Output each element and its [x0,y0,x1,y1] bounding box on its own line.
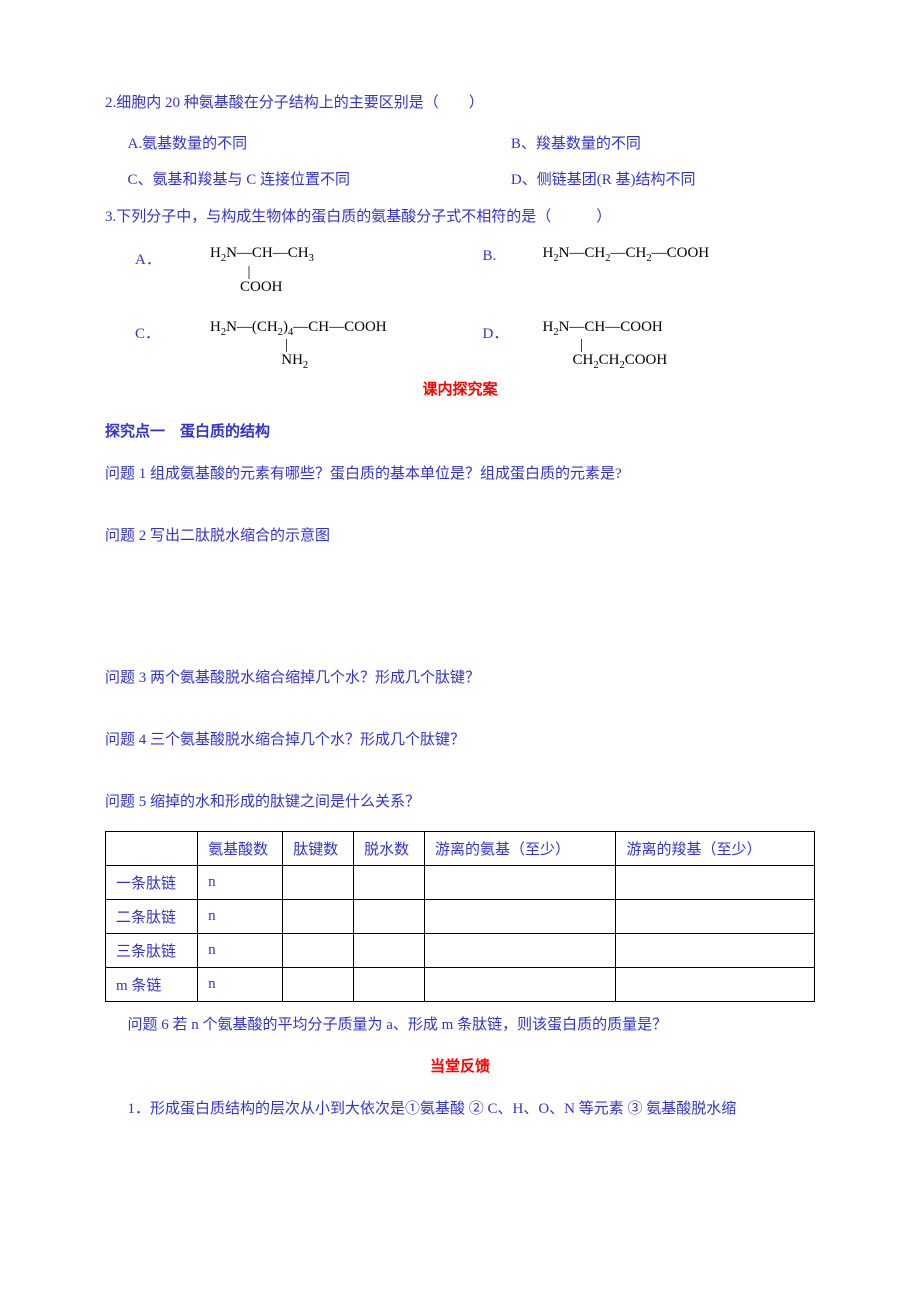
table-row: 三条肽链 n [106,933,815,967]
table-row: 二条肽链 n [106,899,815,933]
table-cell-n: n [198,899,283,933]
table-cell-empty [354,899,425,933]
table-cell-empty [616,967,815,1001]
q2-option-b: B、羧基数量的不同 [511,132,815,153]
spacer [105,707,815,727]
table-cell-empty [425,967,616,1001]
q2-options-row2: C、氨基和羧基与 C 连接位置不同 D、侧链基团(R 基)结构不同 [105,168,815,189]
table-cell-empty [354,933,425,967]
table-cell-empty [425,933,616,967]
table-row: m 条链 n [106,967,815,1001]
q2-options-row1: A.氨基数量的不同 B、羧基数量的不同 [105,132,815,153]
table-header-amino: 游离的氨基（至少） [425,831,616,865]
q2-option-d: D、侧链基团(R 基)结构不同 [511,168,815,189]
q3-struct-c: H2N—(CH2)4—CH—COOH | NH2 [210,320,483,372]
spacer [105,503,815,523]
feedback-q1: 1．形成蛋白质结构的层次从小到大依次是①氨基酸 ② C、H、O、N 等元素 ③ … [105,1096,815,1123]
q3-stem: 3.下列分子中，与构成生物体的蛋白质的氨基酸分子式不相符的是（ ） [105,204,815,231]
table-cell-empty [283,899,354,933]
q2-stem: 2.细胞内 20 种氨基酸在分子结构上的主要区别是（ ） [105,90,815,117]
problem-3: 问题 3 两个氨基酸脱水缩合缩掉几个水？形成几个肽键？ [105,665,815,692]
table-cell-empty [283,967,354,1001]
q3-struct-b: H2N—CH2—CH2—COOH [543,246,816,295]
table-header-water: 脱水数 [354,831,425,865]
problem-4: 问题 4 三个氨基酸脱水缩合掉几个水？形成几个肽键？ [105,727,815,754]
problem-1: 问题 1 组成氨基酸的元素有哪些？蛋白质的基本单位是？组成蛋白质的元素是? [105,461,815,488]
table-cell-r1: 一条肽链 [106,865,198,899]
table-header-aa: 氨基酸数 [198,831,283,865]
table-header-bond: 肽键数 [283,831,354,865]
table-cell-r4: m 条链 [106,967,198,1001]
table-cell-empty [616,933,815,967]
table-cell-empty [425,865,616,899]
q3-struct-a: H2N—CH—CH3 | COOH [210,246,483,295]
table-cell-r2: 二条肽链 [106,899,198,933]
table-header-carboxyl: 游离的羧基（至少） [616,831,815,865]
q3-row-cd: C． H2N—(CH2)4—CH—COOH | NH2 D． H2N—CH—CO… [105,320,815,372]
q3-struct-d: H2N—CH—COOH | CH2CH2COOH [543,320,816,372]
section-inclass-title: 课内探究案 [105,377,815,404]
table-row: 氨基酸数 肽键数 脱水数 游离的氨基（至少） 游离的羧基（至少） [106,831,815,865]
q3-label-c: C． [105,320,210,372]
q2-option-c: C、氨基和羧基与 C 连接位置不同 [105,168,511,189]
table-cell-empty [354,865,425,899]
table-cell-empty [616,865,815,899]
spacer [105,300,815,320]
q2-option-a: A.氨基数量的不同 [105,132,511,153]
table-cell-empty [616,899,815,933]
table-cell-empty [354,967,425,1001]
table-row: 一条肽链 n [106,865,815,899]
table-cell-n: n [198,865,283,899]
table-cell-empty [425,899,616,933]
spacer [105,769,815,789]
peptide-table: 氨基酸数 肽键数 脱水数 游离的氨基（至少） 游离的羧基（至少） 一条肽链 n … [105,831,815,1002]
q3-label-d: D． [483,320,543,372]
table-cell-empty [106,831,198,865]
q3-label-a: A． [105,246,210,295]
table-cell-empty [283,933,354,967]
spacer [105,565,815,665]
explore1-title: 探究点一 蛋白质的结构 [105,419,815,446]
table-cell-n: n [198,933,283,967]
table-cell-n: n [198,967,283,1001]
feedback-title: 当堂反馈 [105,1054,815,1081]
q3-row-ab: A． H2N—CH—CH3 | COOH B. H2N—CH2—CH2—COOH [105,246,815,295]
document-page: 2.细胞内 20 种氨基酸在分子结构上的主要区别是（ ） A.氨基数量的不同 B… [0,0,920,1198]
problem-5: 问题 5 缩掉的水和形成的肽键之间是什么关系？ [105,789,815,816]
problem-2: 问题 2 写出二肽脱水缩合的示意图 [105,523,815,550]
table-cell-empty [283,865,354,899]
table-cell-r3: 三条肽链 [106,933,198,967]
problem-6: 问题 6 若 n 个氨基酸的平均分子质量为 a、形成 m 条肽链，则该蛋白质的质… [105,1012,815,1039]
q3-label-b: B. [483,246,543,295]
